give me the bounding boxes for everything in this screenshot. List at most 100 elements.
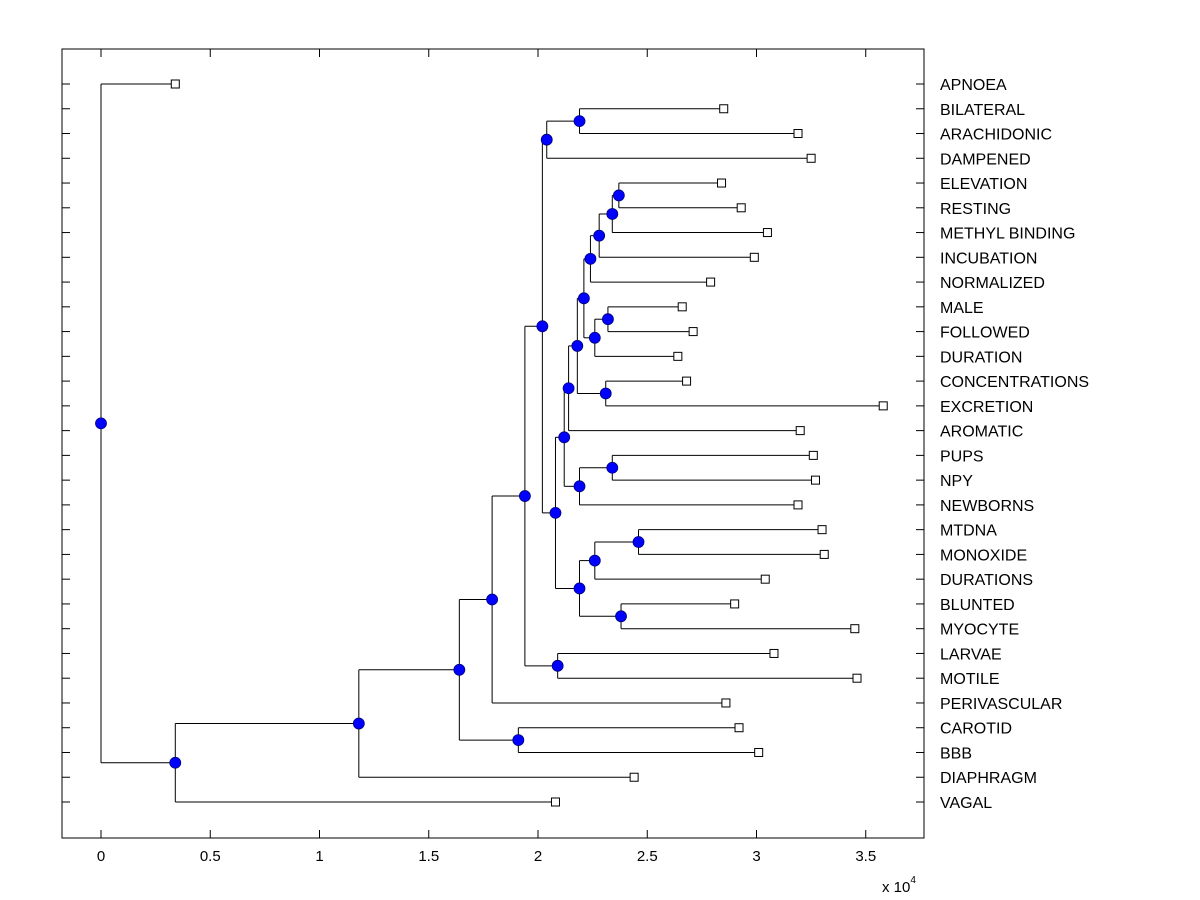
leaf-label: PERIVASCULAR [940, 696, 1062, 713]
cluster-node [169, 756, 182, 769]
leaf-marker [734, 723, 744, 733]
leaf-label: BILATERAL [940, 102, 1025, 119]
leaf-label: EXCRETION [940, 399, 1033, 416]
leaf-marker [850, 624, 860, 634]
x-tick-label: 0.5 [200, 848, 221, 865]
cluster-node [536, 320, 549, 333]
leaf-labels: APNOEA BILATERAL ARACHIDONIC DAMPENED ELEVAT… [940, 77, 1089, 812]
cluster-node [599, 387, 612, 400]
leaf-marker [754, 747, 764, 757]
cluster-node [593, 229, 606, 242]
leaf-marker [760, 574, 770, 584]
x-multiplier-label: x 104 [882, 875, 916, 896]
leaf-label: INCUBATION [940, 250, 1037, 267]
leaf-label: DURATION [940, 349, 1022, 366]
x-tick-label: 3 [752, 848, 760, 865]
axis-ticks [62, 49, 924, 838]
leaf-marker [550, 797, 560, 807]
leaf-label: FOLLOWED [940, 325, 1030, 342]
leaf-marker [852, 673, 862, 683]
leaf-label: RESTING [940, 201, 1011, 218]
leaf-marker [170, 79, 180, 89]
leaf-marker [749, 252, 759, 262]
leaf-label: MALE [940, 300, 984, 317]
cluster-node [588, 331, 601, 344]
leaf-marker [817, 525, 827, 535]
leaf-markers [170, 79, 888, 807]
cluster-node [562, 382, 575, 395]
leaf-label: DIAPHRAGM [940, 770, 1037, 787]
leaf-label: DURATIONS [940, 572, 1033, 589]
leaf-marker [810, 475, 820, 485]
x-tick-label: 2.5 [637, 848, 658, 865]
leaf-marker [769, 648, 779, 658]
cluster-node [612, 189, 625, 202]
leaf-label: MYOCYTE [940, 622, 1019, 639]
leaf-marker [806, 153, 816, 163]
cluster-node [584, 252, 597, 265]
leaf-marker [819, 549, 829, 559]
cluster-node [573, 582, 586, 595]
leaf-label: ARACHIDONIC [940, 127, 1052, 144]
cluster-node [632, 536, 645, 548]
x-tick-label: 1.5 [418, 848, 439, 865]
leaf-label: NPY [940, 473, 973, 490]
cluster-node [518, 490, 531, 502]
leaf-marker [736, 203, 746, 213]
cluster-node [95, 417, 107, 430]
cluster-node [573, 480, 586, 493]
leaf-marker [717, 178, 727, 188]
plot-area [61, 48, 925, 839]
x-tick-label: 3.5 [855, 848, 876, 865]
leaf-label: METHYL BINDING [940, 226, 1075, 243]
cluster-node [453, 663, 466, 676]
leaf-marker [688, 327, 698, 337]
leaf-label: VAGAL [940, 795, 992, 812]
cluster-node [571, 339, 584, 352]
leaf-label: NEWBORNS [940, 498, 1034, 515]
node-markers [95, 115, 645, 769]
leaf-label: NORMALIZED [940, 275, 1045, 292]
leaf-marker [762, 228, 772, 238]
leaf-marker [706, 277, 716, 287]
leaf-label: CONCENTRATIONS [940, 374, 1089, 391]
leaf-marker [793, 500, 803, 510]
leaf-label: BLUNTED [940, 597, 1015, 614]
leaf-marker [878, 401, 888, 411]
leaf-label: BBB [940, 745, 972, 762]
cluster-node [486, 593, 499, 606]
leaf-marker [730, 599, 740, 609]
leaf-marker [808, 450, 818, 460]
x-multiplier-exponent: 4 [910, 875, 916, 886]
cluster-node [512, 734, 525, 747]
cluster-node [615, 610, 627, 623]
leaf-label: PUPS [940, 448, 984, 465]
cluster-node [551, 659, 564, 672]
leaf-label: MONOXIDE [940, 547, 1027, 564]
leaf-marker [793, 129, 803, 139]
cluster-node [606, 461, 619, 474]
leaf-label: DAMPENED [940, 151, 1031, 168]
leaf-label: MOTILE [940, 671, 1000, 688]
x-tick-label: 0 [97, 848, 105, 865]
cluster-node [352, 717, 365, 730]
x-tick-label: 1 [315, 848, 323, 865]
x-tick-label: 2 [534, 848, 542, 865]
leaf-marker [673, 351, 683, 361]
leaf-marker [719, 104, 729, 114]
leaf-label: APNOEA [940, 77, 1007, 94]
leaf-marker [629, 772, 639, 782]
cluster-node [602, 313, 614, 326]
cluster-node [540, 133, 553, 146]
leaf-marker [682, 376, 692, 386]
cluster-node [558, 431, 571, 444]
leaf-label: AROMATIC [940, 424, 1023, 441]
leaf-marker [721, 698, 731, 708]
leaf-label: MTDNA [940, 523, 997, 540]
leaf-marker [795, 426, 805, 436]
leaf-label: CAROTID [940, 721, 1012, 738]
cluster-node [606, 208, 619, 220]
cluster-node [573, 115, 586, 128]
leaf-label: ELEVATION [940, 176, 1027, 193]
